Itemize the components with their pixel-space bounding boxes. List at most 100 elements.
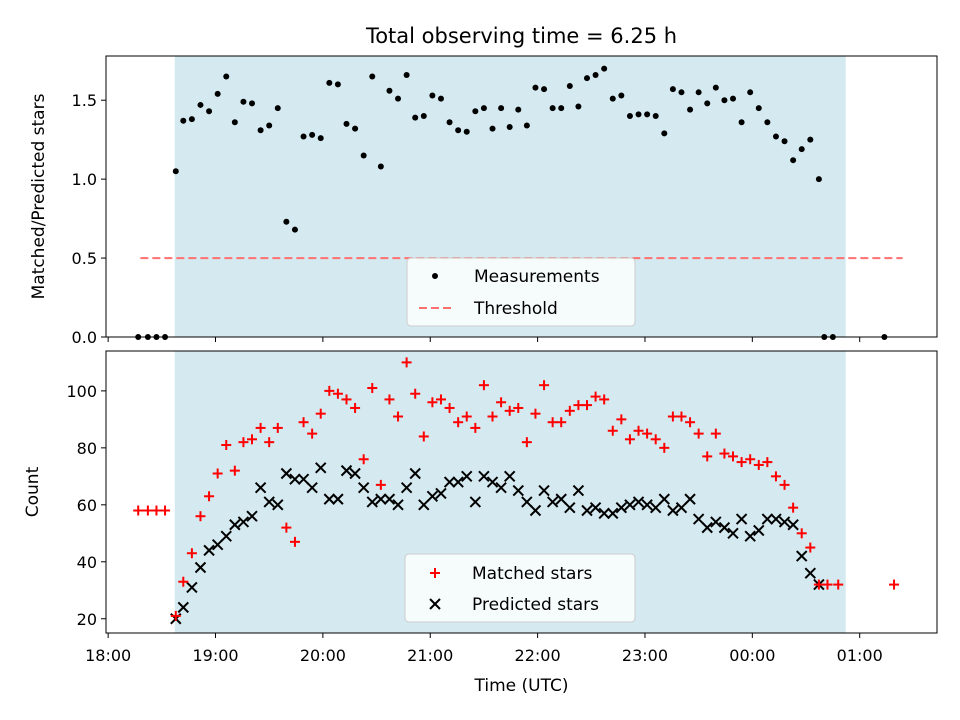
x-stroke-b (692, 513, 705, 525)
x-stroke-b (598, 507, 610, 520)
x-stroke-b (675, 501, 688, 514)
matched-star-point (530, 408, 541, 419)
x-stroke-b (366, 496, 378, 508)
predicted-star-point (366, 496, 378, 508)
measurement-point (172, 168, 179, 175)
predicted-star-point (435, 487, 447, 500)
matched-star-point (693, 428, 704, 439)
bottom-y-tick-label: 80 (77, 439, 97, 458)
top-panel: 0.0 0.5 1.0 1.5 Total observing time = 6.25… (29, 24, 938, 347)
x-stroke-b (400, 482, 413, 494)
matched-star-point (384, 394, 395, 405)
measurement-point (498, 105, 505, 112)
predicted-star-point (194, 561, 207, 574)
matched-star-point (547, 417, 558, 428)
predicted-star-point (503, 470, 516, 483)
x-stroke-b (632, 496, 645, 508)
measurement-point (704, 100, 711, 107)
matched-star-point (332, 388, 343, 399)
legend-matched-marker (430, 568, 440, 578)
matched-star-point (212, 468, 223, 479)
x-stroke-b (246, 510, 258, 522)
x-tick-label: 18:00 (85, 646, 131, 665)
predicted-star-point (555, 493, 567, 505)
matched-star-point (496, 397, 507, 408)
x-stroke-b (349, 467, 361, 480)
measurement-point (644, 111, 651, 118)
measurement-point (506, 124, 513, 131)
matched-star-point (229, 465, 240, 476)
matched-star-point (556, 417, 567, 428)
x-stroke-b (615, 501, 628, 514)
measurement-point (214, 90, 221, 97)
predicted-star-point (658, 493, 671, 505)
measurement-point (317, 135, 324, 142)
predicted-star-point (753, 524, 765, 537)
matched-star-point (642, 428, 653, 439)
predicted-star-point (246, 510, 258, 522)
predicted-star-point (220, 530, 232, 542)
matched-star-point (813, 579, 824, 590)
x-stroke-b (495, 482, 507, 494)
matched-star-point (650, 434, 661, 445)
bottom-y-tick-label: 100 (66, 382, 97, 401)
x-stroke-b (521, 496, 533, 508)
predicted-star-point (787, 519, 799, 531)
predicted-star-point (607, 507, 619, 520)
predicted-star-point (177, 601, 190, 614)
x-stroke-b (469, 496, 482, 508)
predicted-star-point (392, 499, 404, 511)
top-y-tick-label: 0.0 (72, 328, 97, 347)
matched-star-point (307, 428, 318, 439)
bottom-y-tick-label: 20 (77, 610, 97, 629)
measurement-point (592, 71, 599, 78)
x-stroke-b (796, 550, 808, 562)
matched-star-point (186, 548, 197, 559)
measurement-point (618, 92, 625, 99)
x-stroke-b (357, 482, 370, 494)
matched-star-point (435, 394, 446, 405)
x-stroke-b (203, 544, 215, 557)
matched-star-point (133, 505, 144, 516)
matched-star-point (504, 405, 515, 416)
matched-star-point (513, 402, 524, 413)
matched-star-point (762, 457, 773, 468)
measurement-point (661, 130, 668, 137)
measurement-point (549, 105, 556, 112)
matched-star-point (889, 579, 900, 590)
measurement-point (403, 71, 410, 78)
x-stroke-b (718, 521, 731, 534)
measurement-point (601, 65, 608, 72)
x-stroke-b (486, 476, 499, 488)
x-stroke-b (315, 462, 327, 474)
legend-predicted-marker (429, 598, 441, 610)
measurement-point (437, 95, 444, 102)
x-stroke-b (409, 467, 421, 480)
matched-star-point (195, 511, 206, 522)
matched-star-point (247, 434, 258, 445)
chart-title: Total observing time = 6.25 h (365, 24, 677, 48)
measurement-point (652, 112, 659, 119)
measurement-point (575, 103, 582, 110)
measurement-point (480, 105, 487, 112)
x-stroke-b (306, 482, 318, 494)
measurement-point (721, 97, 728, 104)
matched-star-point (255, 422, 266, 433)
x-stroke-b (804, 567, 817, 579)
predicted-star-point (383, 493, 396, 505)
matched-star-point (710, 428, 721, 439)
matched-star-point (178, 576, 189, 587)
measurement-point (429, 92, 436, 99)
x-stroke-b (229, 519, 241, 531)
x-stroke-b (641, 499, 653, 511)
predicted-star-point (624, 499, 636, 511)
measurement-point (626, 112, 633, 119)
matched-star-point (401, 357, 412, 368)
x-stroke-b (735, 513, 748, 525)
predicted-star-point (349, 467, 361, 480)
predicted-star-point (263, 496, 275, 508)
predicted-star-point (641, 499, 653, 511)
bottom-legend-box (404, 553, 636, 623)
matched-star-point (478, 380, 489, 391)
matched-star-point (659, 442, 670, 453)
